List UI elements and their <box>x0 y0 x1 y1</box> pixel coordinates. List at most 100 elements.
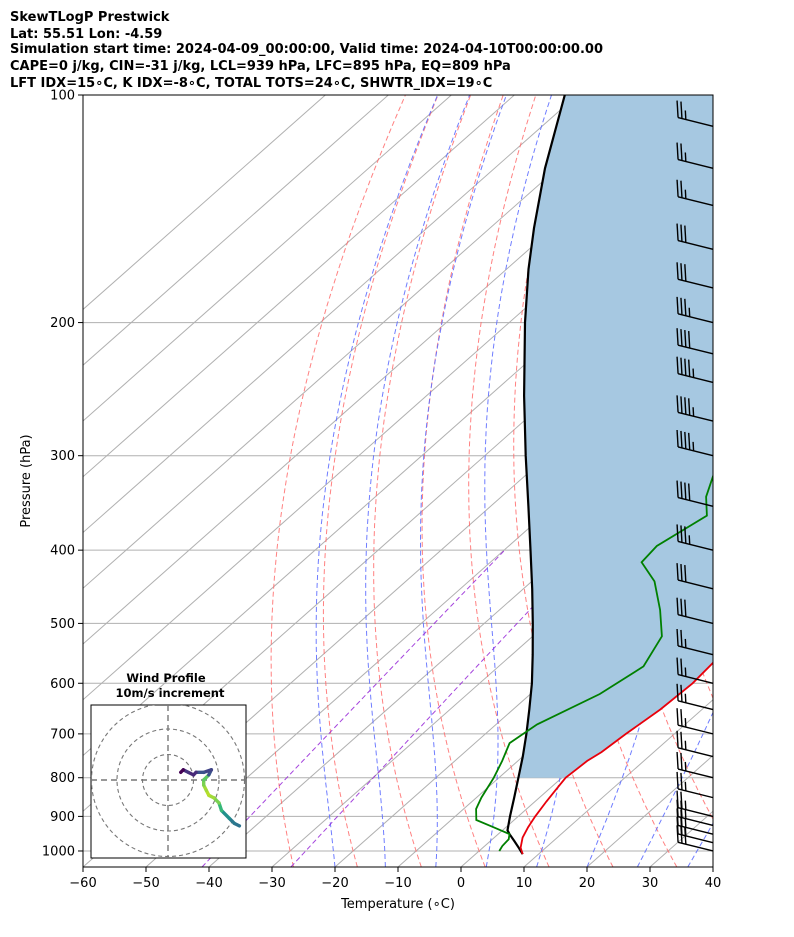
barb-full-flag <box>676 480 679 498</box>
barb-staff <box>677 344 714 355</box>
isotherm-gridline <box>83 95 641 589</box>
header-line-4: CAPE=0 j/kg, CIN=-31 j/kg, LCL=939 hPa, … <box>10 59 511 74</box>
barb-half-flag <box>688 535 691 545</box>
barb-full-flag <box>676 328 679 346</box>
wind-barb <box>676 100 714 127</box>
barb-full-flag <box>684 565 687 583</box>
dewpoint-profile-line <box>475 473 713 852</box>
barb-full-flag <box>680 791 683 809</box>
barb-half-flag <box>684 800 687 810</box>
barb-staff <box>677 807 714 818</box>
x-tick-label: −30 <box>258 876 285 891</box>
barb-full-flag <box>676 683 679 701</box>
cape-cin-fill <box>518 95 713 778</box>
barb-full-flag <box>676 790 679 808</box>
wind-barb <box>676 262 714 289</box>
barb-full-flag <box>680 598 683 616</box>
barb-full-flag <box>680 564 683 582</box>
barb-full-flag <box>676 179 679 197</box>
barb-full-flag <box>684 225 687 243</box>
barb-full-flag <box>680 180 683 198</box>
barb-full-flag <box>684 330 687 348</box>
wind-barb <box>676 708 714 735</box>
barb-full-flag <box>680 684 683 702</box>
x-axis-ticks: −60 −50 −40 −30 −20 −10 0 10 20 30 40 <box>69 867 721 891</box>
barb-half-flag <box>684 761 687 771</box>
barb-staff <box>677 815 714 827</box>
barb-full-flag <box>688 331 691 349</box>
isotherm-gridline <box>334 531 713 867</box>
y-axis-label: Pressure (hPa) <box>19 434 34 527</box>
y-tick-label: 100 <box>50 89 75 104</box>
isotherm-gridline <box>523 699 713 867</box>
barb-half-flag <box>684 693 687 703</box>
header-line-5: LFT IDX=15∘C, K IDX=-8∘C, TOTAL TOTS=24∘… <box>10 76 492 91</box>
wind-barb <box>676 429 714 457</box>
dry-adiabat <box>468 95 550 867</box>
barb-full-flag <box>676 395 679 413</box>
wind-profile-inset: Wind Profile 10m/s increment <box>90 671 247 859</box>
wind-barb <box>676 328 714 355</box>
barb-full-flag <box>680 329 683 347</box>
x-axis-label: Temperature (∘C) <box>340 897 455 912</box>
barb-staff <box>677 196 714 207</box>
barb-half-flag <box>684 826 687 836</box>
barb-staff <box>677 496 714 507</box>
barb-staff <box>677 824 714 835</box>
y-tick-label: 200 <box>50 316 75 331</box>
hodograph-segment <box>219 808 231 820</box>
isotherm-gridline <box>712 866 713 867</box>
barb-staff <box>677 278 714 289</box>
y-tick-label: 800 <box>50 771 75 786</box>
dry-adiabat <box>373 95 472 867</box>
x-tick-label: 30 <box>642 876 659 891</box>
barb-full-flag <box>684 431 687 449</box>
temperature-profile-line <box>519 661 713 855</box>
moist-adiabat <box>420 95 507 867</box>
x-tick-label: −60 <box>69 876 96 891</box>
barb-staff <box>677 373 714 384</box>
wind-barb <box>676 356 714 384</box>
dry-adiabat <box>718 95 794 867</box>
barb-full-flag <box>688 432 691 450</box>
barb-half-flag <box>684 189 687 199</box>
plot-area <box>83 95 794 867</box>
mixing-ratio-line <box>201 549 506 867</box>
barb-full-flag <box>676 563 679 581</box>
barb-full-flag <box>680 357 683 375</box>
wind-barb <box>676 790 714 818</box>
isotherm-gridline <box>83 95 578 534</box>
barb-half-flag <box>684 638 687 648</box>
wind-barb <box>676 657 714 684</box>
barb-full-flag <box>680 709 683 727</box>
barb-staff <box>677 747 714 758</box>
y-tick-label: 900 <box>50 810 75 825</box>
barb-full-flag <box>676 657 679 675</box>
barb-full-flag <box>680 263 683 281</box>
isotherm-gridline <box>83 95 326 311</box>
barb-full-flag <box>676 142 679 160</box>
wind-barb <box>676 142 714 169</box>
wind-barb <box>676 597 714 625</box>
barb-staff <box>677 579 714 590</box>
wind-barb <box>676 296 714 324</box>
barb-staff <box>677 724 714 735</box>
hodograph-segment <box>179 768 186 775</box>
chart-header: SkewTLogP Prestwick Lat: 55.51 Lon: -4.5… <box>10 10 603 91</box>
barb-half-flag <box>684 110 687 120</box>
barb-half-flag <box>684 667 687 677</box>
inset-title-line-2: 10m/s increment <box>116 686 225 700</box>
y-tick-label: 1000 <box>42 844 75 859</box>
barb-full-flag <box>676 708 679 726</box>
y-tick-label: 700 <box>50 727 75 742</box>
barb-full-flag <box>680 752 683 771</box>
barb-staff <box>677 540 714 551</box>
barb-half-flag <box>684 152 687 162</box>
x-tick-label: 40 <box>705 876 722 891</box>
mixing-ratio-line <box>290 549 587 867</box>
wind-barb <box>676 563 714 590</box>
inset-title-line-1: Wind Profile <box>126 671 206 685</box>
barb-full-flag <box>676 628 679 647</box>
inset-plot <box>91 705 246 858</box>
x-tick-label: −10 <box>384 876 411 891</box>
